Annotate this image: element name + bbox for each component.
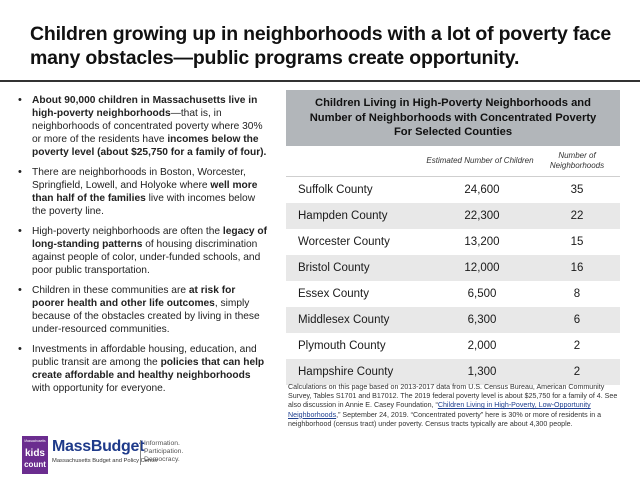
neighborhoods-cell: 6 — [573, 314, 581, 326]
bullet-text: with opportunity for everyone. — [32, 383, 166, 394]
bullet-item: About 90,000 children in Massachusetts l… — [18, 94, 270, 159]
table-row: Bristol County 12,000 16 — [286, 255, 620, 281]
table-row: Hampden County 22,300 22 — [286, 203, 620, 229]
children-cell: 1,300 — [467, 366, 497, 378]
children-cell: 2,000 — [467, 340, 497, 352]
source-note-text: Calculations on this page based on 2013-… — [288, 383, 618, 410]
bullet-text: Children in these communities are — [32, 285, 189, 296]
table-row: Hampshire County 1,300 2 — [286, 359, 620, 385]
children-cell: 12,000 — [464, 262, 500, 274]
bullet-text: policies that can help create affordable… — [32, 357, 265, 381]
massbudget-tagline: Massachusetts Budget and Policy Center — [52, 458, 159, 464]
column-headers: Estimated Number of Children Number of N… — [286, 146, 620, 177]
children-cell: 6,300 — [467, 314, 497, 326]
bullet-text: at risk for poorer health and other life… — [32, 285, 236, 309]
county-cell: Plymouth County — [298, 340, 386, 352]
county-cell: Hampshire County — [298, 366, 394, 378]
bullet-text: legacy of long-standing patterns — [32, 226, 268, 250]
table-row: Essex County 6,500 8 — [286, 281, 620, 307]
bullet-text: incomes below the poverty level (about $… — [32, 134, 267, 158]
county-cell: Essex County — [298, 288, 369, 300]
neighborhoods-cell: 2 — [573, 366, 581, 378]
bullet-text: —that is, in neighborhoods of concentrat… — [32, 108, 263, 145]
bullet-text: There are neighborhoods in Boston, Worce… — [32, 167, 246, 191]
bullet-item: Investments in affordable housing, educa… — [18, 343, 270, 395]
county-cell: Hampden County — [298, 210, 388, 222]
county-cell: Worcester County — [298, 236, 390, 248]
children-cell: 22,300 — [464, 210, 500, 222]
title-divider — [0, 80, 640, 82]
table-row: Plymouth County 2,000 2 — [286, 333, 620, 359]
county-cell: Bristol County — [298, 262, 370, 274]
page-title: Children growing up in neighborhoods wit… — [30, 23, 612, 69]
kids-count-count: count — [24, 460, 46, 469]
bullet-text: of housing discrimination against people… — [32, 239, 261, 276]
table-title: Children Living in High-Poverty Neighbor… — [286, 90, 620, 146]
source-note-text-end: ,” September 24, 2019. “Concentrated pov… — [288, 410, 602, 428]
bullet-item: There are neighborhoods in Boston, Worce… — [18, 166, 270, 218]
kids-count-kids: kids — [25, 448, 45, 459]
neighborhoods-cell: 2 — [573, 340, 581, 352]
bullet-text: well more than half of the families — [32, 180, 258, 204]
massbudget-slogan: Information. Participation. Democracy. — [140, 440, 183, 465]
county-cell: Suffolk County — [298, 184, 373, 196]
column-header-neighborhoods: Number of Neighborhoods — [549, 151, 605, 170]
kids-count-state: Massachusetts — [24, 439, 46, 443]
slogan-line: Participation. — [144, 448, 184, 456]
kids-count-logo: Massachusetts kids count — [22, 436, 48, 474]
table-row: Suffolk County 24,600 35 — [286, 177, 620, 203]
neighborhoods-cell: 16 — [570, 262, 584, 274]
source-note: Calculations on this page based on 2013-… — [288, 383, 622, 429]
neighborhoods-cell: 8 — [573, 288, 581, 300]
table-body: Suffolk County 24,600 35 Hampden County 22,3… — [286, 177, 620, 385]
bullet-text: High-poverty neighborhoods are often the — [32, 226, 223, 237]
county-table: Children Living in High-Poverty Neighbor… — [286, 90, 620, 385]
bullet-text: , simply because of the obstacles create… — [32, 298, 260, 335]
bullet-text: Investments in affordable housing, educa… — [32, 344, 257, 368]
slogan-line: Democracy. — [144, 456, 180, 464]
table-row: Worcester County 13,200 15 — [286, 229, 620, 255]
slogan-line: Information. — [144, 440, 180, 447]
bullet-item: High-poverty neighborhoods are often the… — [18, 225, 270, 277]
neighborhoods-cell: 35 — [570, 184, 584, 196]
massbudget-logo: MassBudget — [52, 438, 145, 455]
bullet-text: About 90,000 children in Massachusetts l… — [32, 95, 258, 119]
neighborhoods-cell: 22 — [570, 210, 584, 222]
county-cell: Middlesex County — [298, 314, 390, 326]
table-title-line: Number of Neighborhoods with Concentrate… — [309, 111, 597, 124]
bullet-list: About 90,000 children in Massachusetts l… — [18, 94, 270, 402]
table-row: Middlesex County 6,300 6 — [286, 307, 620, 333]
children-cell: 24,600 — [464, 184, 500, 196]
bullet-text: live with incomes below the poverty line… — [32, 193, 256, 217]
source-link[interactable]: Children Living in High-Poverty, Low-Opp… — [288, 401, 591, 419]
neighborhoods-cell: 15 — [570, 236, 584, 248]
footer-logos: Massachusetts kids count MassBudget Mass… — [22, 436, 192, 476]
bullet-item: Children in these communities are at ris… — [18, 284, 270, 336]
table-title-line: Children Living in High-Poverty Neighbor… — [315, 97, 591, 109]
column-header-children: Estimated Number of Children — [426, 156, 534, 165]
table-title-line: For Selected Counties — [393, 126, 513, 138]
children-cell: 6,500 — [467, 288, 497, 300]
children-cell: 13,200 — [464, 236, 500, 248]
